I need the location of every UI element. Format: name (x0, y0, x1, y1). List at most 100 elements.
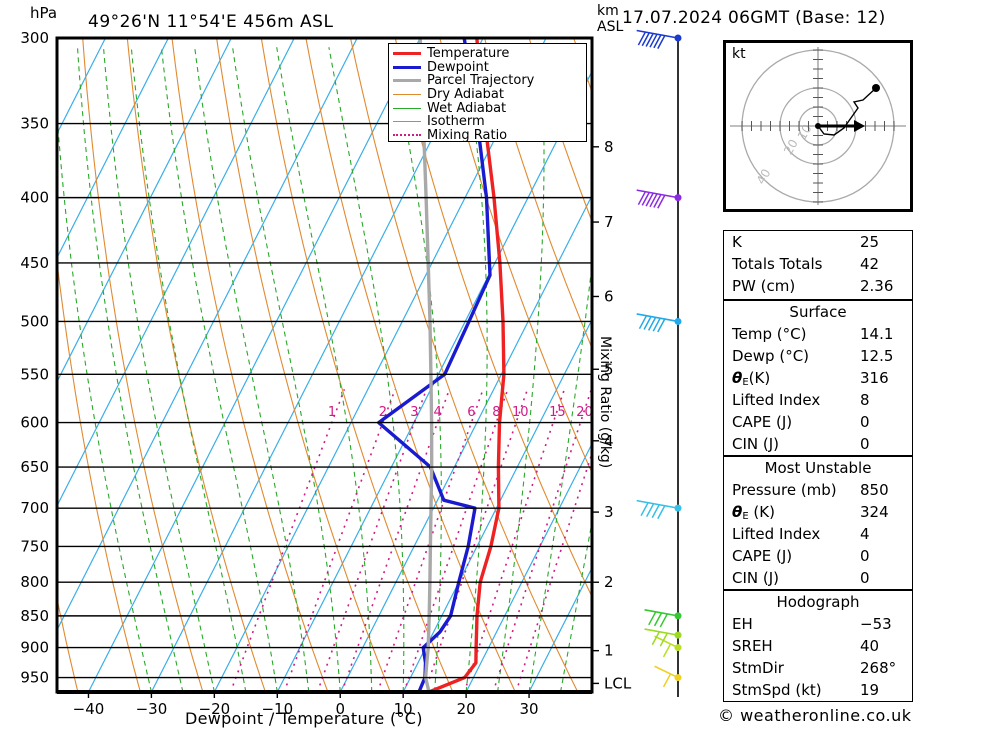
indices-value: 42 (860, 255, 880, 273)
temperature-tick-label: 20 (457, 700, 476, 718)
indices-row: K 25 (724, 231, 912, 253)
dry-adiabat-line (171, 38, 329, 692)
wet-adiabat-line (276, 47, 373, 692)
wet-adiabat-line (328, 47, 405, 692)
wind-barb (636, 29, 682, 49)
legend-label: Wet Adiabat (427, 100, 507, 116)
hodograph-stat-key: SREH (732, 637, 773, 655)
surface-key: CAPE (J) (732, 413, 793, 431)
isotherm-line (528, 566, 592, 692)
wet-adiabat-line (160, 47, 278, 692)
wet-adiabat-line (463, 47, 488, 692)
hodograph-ring-label: 10 (795, 122, 815, 142)
legend-item-parcel-trajectory: Parcel Trajectory (393, 74, 582, 88)
height-tick-label: 5 (604, 360, 614, 378)
mixing-ratio-axis-label: Mixing Ratio (g/kg) (597, 336, 613, 469)
wind-barb (644, 628, 682, 647)
hodograph-stat-row: SREH 40 (724, 635, 912, 657)
pressure-tick-label: 400 (20, 189, 49, 207)
height-tick-label: 7 (604, 213, 614, 231)
isotherm-line (339, 194, 592, 692)
hodograph-panel: Hodograph EH −53 SREH 40 StmDir 268° StmSpd (kt… (723, 590, 913, 702)
pressure-tick-label: 850 (20, 607, 49, 625)
isotherm-line (465, 442, 592, 692)
most-unstable-value: 0 (860, 547, 870, 565)
hodograph-stat-value: 268° (860, 659, 897, 677)
hodograph-stat-value: 40 (860, 637, 880, 655)
legend-swatch (393, 134, 421, 137)
most-unstable-row: Pressure (mb) 850 (724, 479, 912, 501)
legend-label: Mixing Ratio (427, 127, 508, 143)
hodograph-stat-value: 19 (860, 681, 880, 699)
surface-row: Lifted Index 8 (724, 389, 912, 411)
most-unstable-panel: Most Unstable Pressure (mb) 850 θE (K) 324 Li… (723, 456, 913, 590)
mixing-ratio-label: 15 (549, 405, 566, 420)
dry-adiabat-line (931, 38, 1000, 692)
wet-adiabat-line (57, 108, 152, 692)
pressure-tick-label: 650 (20, 458, 49, 476)
mixing-ratio-line (515, 450, 592, 692)
most-unstable-row: CIN (J) 0 (724, 567, 912, 589)
mixing-ratio-line (424, 389, 529, 692)
legend-item-isotherm: Isotherm (393, 115, 582, 129)
indices-row: PW (cm) 2.36 (724, 275, 912, 297)
most-unstable-row: θE (K) 324 (724, 501, 912, 523)
surface-value: 8 (860, 391, 870, 409)
temperature-tick-label: 10 (394, 700, 413, 718)
datetime-title: 17.07.2024 06GMT (Base: 12) (622, 8, 886, 28)
legend-label: Isotherm (427, 114, 485, 130)
pressure-tick-label: 600 (20, 414, 49, 432)
dry-adiabat-line (483, 38, 592, 350)
most-unstable-value: 324 (860, 503, 889, 521)
legend-swatch (393, 79, 421, 83)
surface-row: θE(K) 316 (724, 367, 912, 389)
temperature-tick-label: 0 (335, 700, 345, 718)
mixing-ratio-label: 8 (492, 405, 500, 420)
surface-title: Surface (789, 303, 847, 321)
surface-row: CAPE (J) 0 (724, 411, 912, 433)
mixing-ratio-label: 20 (576, 405, 593, 420)
surface-value: 14.1 (860, 325, 894, 343)
pressure-tick-label: 450 (20, 254, 49, 272)
series-dewpoint (377, 38, 492, 692)
most-unstable-value: 4 (860, 525, 870, 543)
dry-adiabat-line (394, 38, 592, 598)
height-tick-label: 3 (604, 503, 614, 521)
legend-item-mixing-ratio: Mixing Ratio (393, 129, 582, 143)
height-tick-label: 6 (604, 287, 614, 305)
mixing-ratio-line (316, 389, 428, 692)
legend-item-temperature: Temperature (393, 47, 582, 61)
surface-value: 0 (860, 413, 870, 431)
mixing-ratio-line (283, 389, 396, 692)
wet-adiabat-line (76, 47, 184, 692)
wet-adiabat-line (559, 519, 592, 692)
pressure-tick-label: 500 (20, 312, 49, 330)
pressure-tick-label: 700 (20, 499, 49, 517)
legend-box: Temperature Dewpoint Parcel Trajectory Dry … (388, 43, 587, 142)
pressure-axis-unit: hPa (30, 4, 58, 22)
hodograph-plot[interactable]: 10 20 40 kt (723, 40, 913, 212)
indices-value: 25 (860, 233, 880, 251)
pressure-tick-label: 800 (20, 573, 49, 591)
isotherm-line (57, 38, 358, 632)
legend-label: Temperature (427, 46, 510, 62)
copyright: © weatheronline.co.uk (718, 706, 912, 725)
isotherm-line (57, 38, 232, 384)
legend-item-dewpoint: Dewpoint (393, 61, 582, 75)
pressure-tick-label: 950 (20, 669, 49, 687)
mixing-ratio-label: 1 (328, 405, 336, 420)
lcl-label: LCL (604, 674, 632, 692)
hodograph-top-marker (872, 84, 880, 92)
most-unstable-key: Pressure (mb) (732, 481, 837, 499)
legend-swatch (393, 121, 421, 123)
surface-value: 316 (860, 369, 889, 387)
wet-adiabat-line (130, 47, 247, 692)
isotherm-line (276, 70, 592, 692)
indices-key: K (732, 233, 742, 251)
indices-key: Totals Totals (732, 255, 823, 273)
legend-label: Dewpoint (427, 59, 489, 75)
mixing-ratio-label: 6 (467, 405, 475, 420)
dry-adiabat-line (528, 38, 592, 223)
pressure-tick-label: 900 (20, 639, 49, 657)
